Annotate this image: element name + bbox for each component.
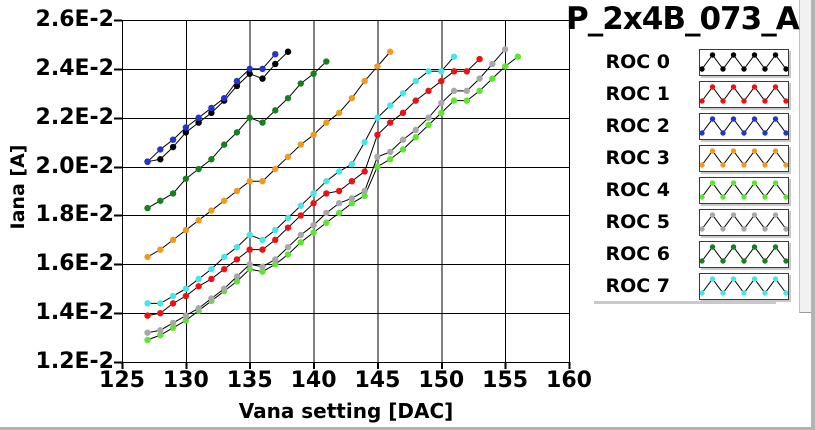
legend-swatch[interactable] [699, 272, 789, 300]
legend-row: ROC 1 [570, 78, 789, 110]
legend-label: ROC 0 [605, 51, 670, 73]
x-tick-label: 140 [290, 368, 337, 393]
legend-panel-shadow [594, 301, 776, 304]
x-tick-label: 155 [482, 368, 529, 393]
legend-label: ROC 5 [605, 211, 670, 233]
window-bottom-edge [0, 427, 815, 430]
legend-label: ROC 2 [605, 115, 670, 137]
legend-label: ROC 1 [605, 83, 670, 105]
y-tick-label: 1.8E-2 [35, 202, 114, 228]
x-tick-label: 125 [99, 368, 145, 393]
x-axis-title: Vana setting [DAC] [238, 399, 454, 423]
y-axis-title: Iana [A] [7, 144, 29, 230]
window-right-edge [811, 0, 815, 430]
page-title: P_2x4B_073_A [566, 1, 800, 37]
y-tick-label: 2.0E-2 [35, 153, 114, 179]
legend-row: ROC 4 [570, 174, 789, 206]
y-tick-label: 2.2E-2 [35, 104, 114, 130]
legend-swatch[interactable] [699, 48, 789, 76]
legend-label: ROC 3 [605, 147, 670, 169]
legend-swatch[interactable] [699, 176, 789, 204]
plot-legend: ROC 0 ROC 1 ROC 2 ROC 3 ROC 4 ROC 5 ROC … [570, 46, 789, 302]
legend-swatch[interactable] [699, 240, 789, 268]
x-tick-label: 130 [162, 368, 209, 393]
x-tick-label: 145 [354, 368, 401, 393]
x-tick-label: 150 [418, 368, 465, 393]
legend-row: ROC 3 [570, 142, 789, 174]
legend-label: ROC 7 [605, 275, 670, 297]
x-tick-label: 135 [226, 368, 273, 393]
legend-label: ROC 6 [605, 243, 670, 265]
x-tick-label: 160 [546, 368, 592, 393]
legend-row: ROC 0 [570, 46, 789, 78]
legend-label: ROC 4 [605, 179, 670, 201]
legend-swatch[interactable] [699, 80, 789, 108]
panel-bevel-right [799, 0, 812, 313]
legend-row: ROC 6 [570, 238, 789, 270]
legend-swatch[interactable] [699, 144, 789, 172]
legend-row: ROC 2 [570, 110, 789, 142]
y-tick-label: 2.4E-2 [35, 55, 114, 81]
legend-swatch[interactable] [699, 112, 789, 140]
y-tick-label: 1.2E-2 [35, 349, 114, 374]
legend-swatch[interactable] [699, 208, 789, 236]
y-tick-label: 2.6E-2 [35, 7, 114, 32]
legend-row: ROC 5 [570, 206, 789, 238]
y-tick-label: 1.4E-2 [35, 300, 114, 326]
legend-row: ROC 7 [570, 270, 789, 302]
y-tick-label: 1.6E-2 [35, 251, 114, 277]
